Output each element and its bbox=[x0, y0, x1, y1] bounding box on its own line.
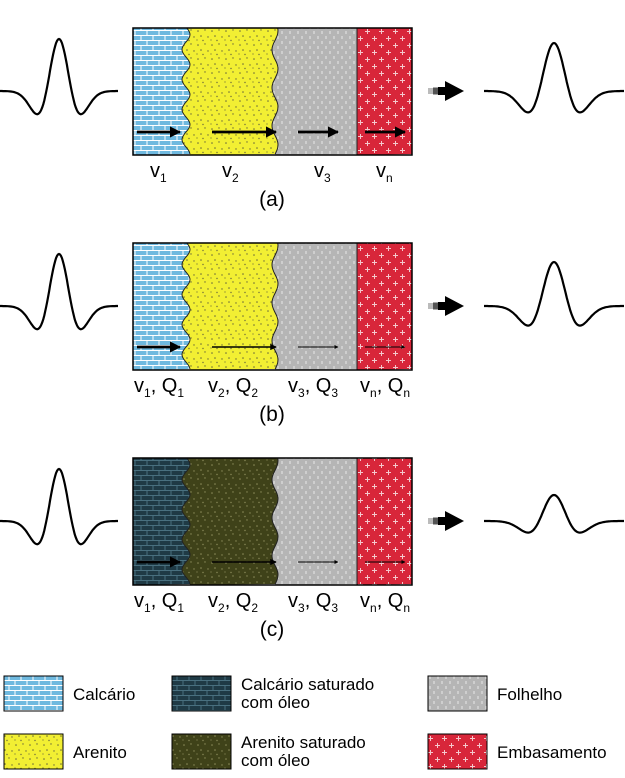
legend-item-calcario: Calcário bbox=[3, 675, 135, 712]
layer-label: v1, Q1 bbox=[134, 375, 184, 400]
legend-label: com óleo bbox=[241, 693, 310, 712]
layer-arenito-oleo bbox=[182, 458, 278, 585]
layer-boundary bbox=[181, 457, 191, 585]
layer-embasamento bbox=[357, 28, 412, 155]
layer-label: vn, Qn bbox=[360, 590, 410, 615]
legend-swatch bbox=[171, 675, 232, 712]
legend-swatch bbox=[427, 733, 488, 770]
input-wavelet bbox=[0, 467, 118, 546]
legend-swatch bbox=[171, 733, 232, 770]
output-wavelet bbox=[484, 493, 624, 534]
layer-boundary bbox=[181, 27, 191, 155]
legend-item-embasamento: Embasamento bbox=[427, 733, 607, 770]
layer-label: v3, Q3 bbox=[288, 375, 338, 400]
input-wavelet bbox=[0, 37, 118, 116]
legend-label: com óleo bbox=[241, 751, 310, 770]
layer-arenito bbox=[182, 28, 278, 155]
panel-caption: (a) bbox=[259, 188, 285, 211]
layer-folhelho bbox=[272, 28, 357, 155]
legend-swatch bbox=[3, 733, 64, 770]
output-arrow-icon bbox=[428, 511, 464, 531]
section-frame bbox=[132, 242, 413, 371]
layer-embasamento bbox=[357, 458, 412, 585]
layer-calcario-oleo bbox=[133, 458, 190, 585]
layer-boundary bbox=[181, 242, 191, 370]
output-arrow-icon bbox=[428, 81, 464, 101]
output-arrow-icon bbox=[428, 296, 464, 316]
layer-label: v2, Q2 bbox=[208, 590, 258, 615]
output-wavelet bbox=[484, 260, 624, 327]
layer-label: v2, Q2 bbox=[208, 375, 258, 400]
layer-label: v1, Q1 bbox=[134, 590, 184, 615]
layer-embasamento bbox=[357, 243, 412, 370]
layer-calcario bbox=[133, 243, 190, 370]
layer-label: v3, Q3 bbox=[288, 590, 338, 615]
layer-arenito bbox=[182, 243, 278, 370]
layer-label: v1 bbox=[150, 160, 167, 185]
section-frame bbox=[132, 27, 413, 156]
legend-swatch bbox=[3, 675, 64, 712]
panel-caption: (b) bbox=[259, 403, 285, 426]
layer-label: v2 bbox=[222, 160, 239, 185]
layer-label: vn bbox=[376, 160, 393, 185]
legend-label: Calcário bbox=[73, 685, 135, 704]
panel-caption: (c) bbox=[260, 618, 285, 641]
legend-label: Calcário saturado bbox=[241, 675, 374, 694]
input-wavelet bbox=[0, 252, 118, 331]
layer-folhelho bbox=[272, 458, 357, 585]
section-frame bbox=[132, 457, 413, 586]
panel-c: v1, Q1 v2, Q2 v3, Q3 vn, Qn (c) bbox=[0, 457, 624, 641]
layer-calcario bbox=[133, 28, 190, 155]
legend-label: Folhelho bbox=[497, 685, 562, 704]
layer-label: v3 bbox=[314, 160, 331, 185]
legend-swatch bbox=[427, 675, 488, 712]
layer-folhelho bbox=[272, 243, 357, 370]
legend-item-arenito: Arenito bbox=[3, 733, 127, 770]
panel-b: v1, Q1 v2, Q2 v3, Q3 vn, Qn (b) bbox=[0, 242, 624, 426]
output-wavelet bbox=[484, 41, 624, 114]
legend-label: Embasamento bbox=[497, 743, 607, 762]
panel-a: v1 v2 v3 vn (a) bbox=[0, 27, 624, 211]
legend-label: Arenito bbox=[73, 743, 127, 762]
layer-label: vn, Qn bbox=[360, 375, 410, 400]
legend-label: Arenito saturado bbox=[241, 733, 366, 752]
legend-item-folhelho: Folhelho bbox=[427, 675, 562, 712]
